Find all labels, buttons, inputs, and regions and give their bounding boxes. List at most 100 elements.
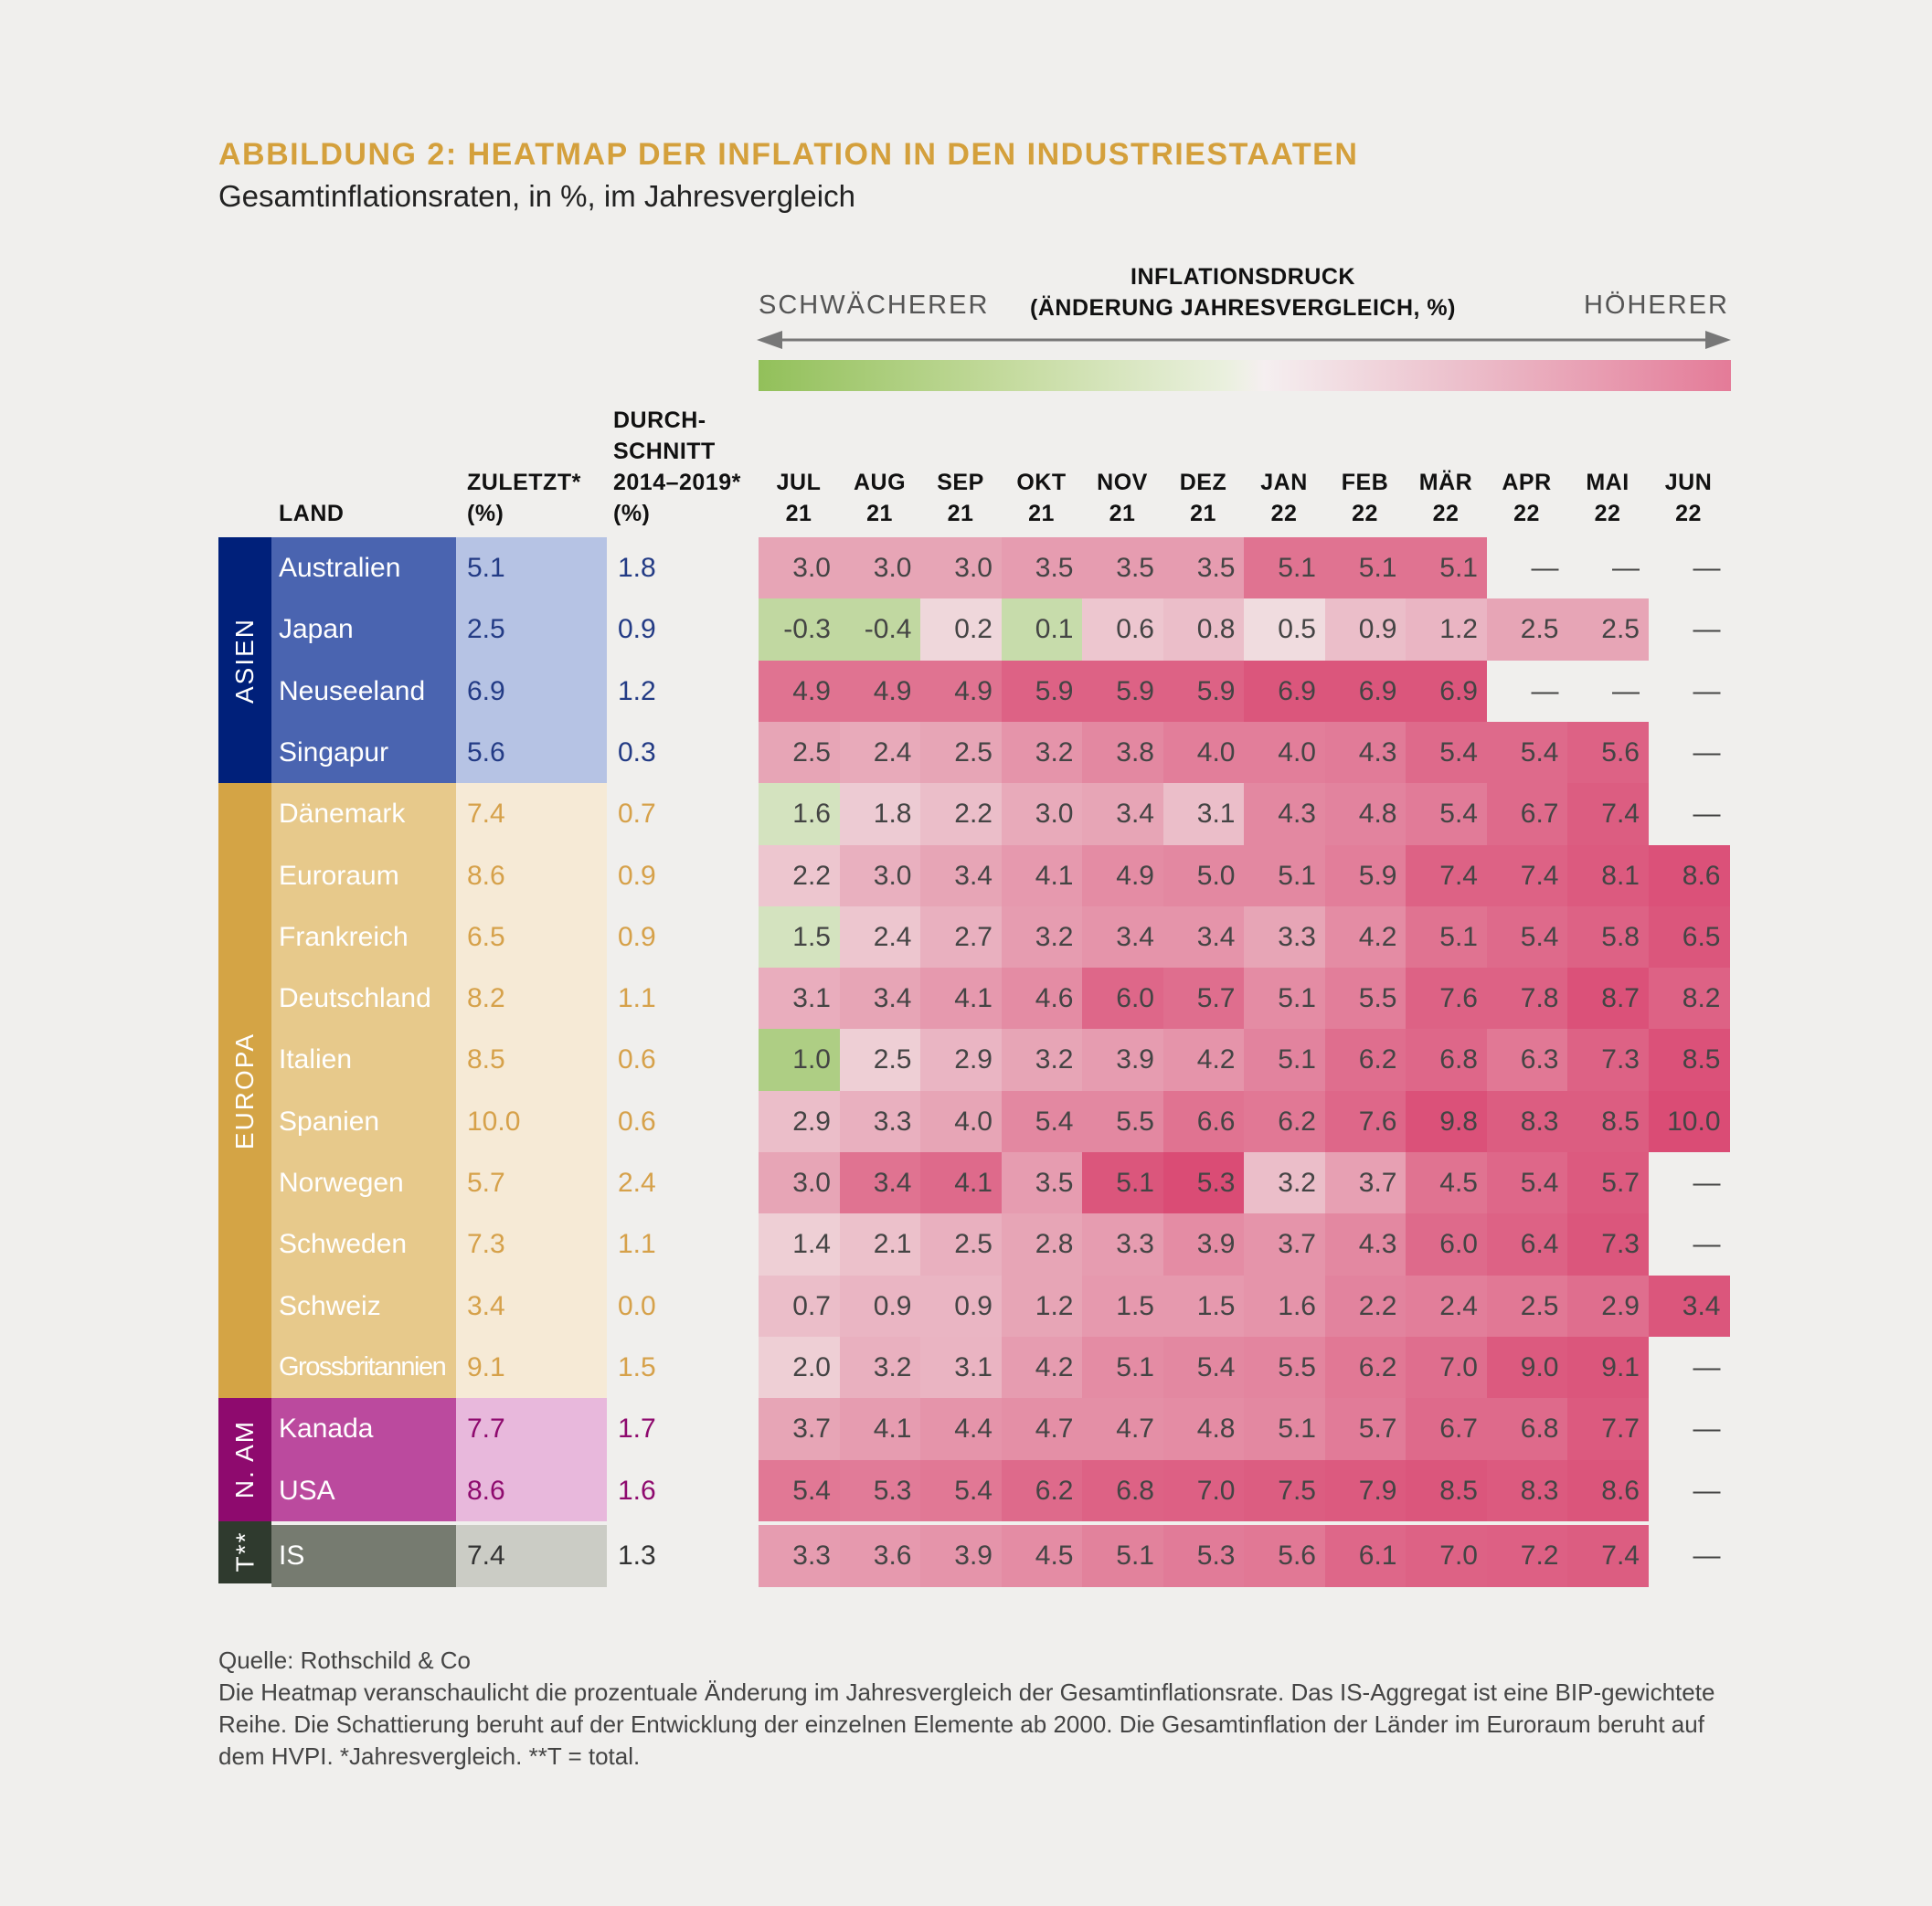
heatmap-cell: 5.1 — [1082, 1336, 1163, 1399]
country-name: Australien — [271, 537, 456, 599]
month-label: SEP — [937, 470, 984, 495]
heatmap-cell: 5.4 — [1162, 1336, 1245, 1399]
heatmap-cell: 3.9 — [920, 1524, 1002, 1587]
heatmap-cell: 3.1 — [920, 1336, 1002, 1399]
month-label: FEB — [1341, 470, 1389, 495]
heatmap-cell: 3.3 — [839, 1090, 921, 1153]
heatmap-cell: 8.7 — [1567, 968, 1649, 1030]
heatmap-cell: 3.2 — [1001, 905, 1083, 969]
heatmap-cell: 5.5 — [1082, 1090, 1163, 1153]
latest-value: 5.6 — [456, 721, 607, 784]
heatmap-cell: 4.9 — [759, 660, 840, 723]
heatmap-cell: 3.9 — [1082, 1029, 1163, 1092]
region-bar — [218, 1398, 271, 1522]
heatmap-cell: 5.4 — [920, 1459, 1002, 1522]
heatmap-cell: 7.6 — [1324, 1090, 1407, 1153]
heatmap-cell: 4.9 — [839, 660, 921, 723]
heatmap-cell: 0.1 — [1001, 598, 1083, 662]
heatmap-cell: 3.2 — [839, 1336, 921, 1399]
year-label: 21 — [785, 501, 812, 526]
column-header-month: AUG 21 — [840, 467, 920, 529]
heatmap-cell: 5.6 — [1244, 1524, 1325, 1587]
heatmap-cell: 5.3 — [839, 1459, 921, 1522]
country-name: Frankreich — [271, 905, 456, 969]
heatmap-cell: 3.4 — [1082, 783, 1163, 845]
heatmap-cell: 6.3 — [1486, 1029, 1568, 1092]
year-label: 21 — [866, 501, 893, 526]
month-label: MAI — [1586, 470, 1629, 495]
heatmap-cell: 2.4 — [839, 905, 921, 969]
heatmap-cell: 3.3 — [759, 1524, 840, 1587]
heatmap-cell: 8.5 — [1648, 1029, 1730, 1092]
average-value: 1.8 — [618, 553, 656, 583]
legend-right-label: HÖHERER — [1583, 291, 1729, 320]
heatmap-cell: 0.2 — [920, 598, 1002, 662]
average-value: 2.4 — [618, 1168, 656, 1198]
heatmap-cell: 8.2 — [1648, 968, 1730, 1030]
heatmap-cell: 0.9 — [839, 1275, 921, 1338]
month-label: NOV — [1097, 470, 1148, 495]
region-name: EUROPA — [230, 1032, 260, 1149]
year-label: 22 — [1675, 501, 1702, 526]
heatmap-cell: 4.1 — [920, 968, 1002, 1030]
month-label: DEZ — [1179, 470, 1227, 495]
heatmap-cell: 2.2 — [759, 844, 840, 907]
legend-title-line2: (ÄNDERUNG JAHRESVERGLEICH, %) — [1030, 295, 1456, 321]
latest-value: 7.7 — [456, 1398, 607, 1460]
heatmap-cell: 1.0 — [759, 1029, 840, 1092]
country-name: Schweden — [271, 1213, 456, 1276]
heatmap-cell: 1.2 — [1001, 1275, 1083, 1338]
heatmap-cell: — — [1693, 799, 1721, 830]
heatmap-cell: 7.4 — [1567, 783, 1649, 845]
heatmap-cell: 5.1 — [1082, 1524, 1163, 1587]
column-header-average-line2: SCHNITT — [613, 439, 716, 464]
latest-value: 7.4 — [456, 783, 607, 845]
heatmap-cell: 3.5 — [1001, 1152, 1083, 1214]
average-value: 0.7 — [618, 799, 656, 830]
heatmap-cell: 0.5 — [1244, 598, 1325, 662]
heatmap-cell: 4.2 — [1324, 905, 1407, 969]
heatmap-cell: 2.1 — [839, 1213, 921, 1276]
heatmap-cell: 5.9 — [1162, 660, 1245, 723]
latest-value: 6.9 — [456, 660, 607, 723]
heatmap-cell: 6.9 — [1244, 660, 1325, 723]
average-value: 1.7 — [618, 1414, 656, 1445]
heatmap-cell: 3.3 — [1244, 905, 1325, 969]
heatmap-cell: 3.0 — [839, 844, 921, 907]
heatmap-cell: 1.5 — [759, 905, 840, 969]
heatmap-cell: 7.8 — [1486, 968, 1568, 1030]
average-value: 0.6 — [618, 1106, 656, 1137]
heatmap-cell: 3.7 — [1324, 1152, 1407, 1214]
year-label: 21 — [1109, 501, 1136, 526]
column-header-month: DEZ 21 — [1163, 467, 1244, 529]
heatmap-cell: — — [1693, 1351, 1721, 1382]
latest-value: 7.4 — [456, 1524, 607, 1587]
heatmap-cell: — — [1693, 675, 1721, 706]
country-name: Japan — [271, 598, 456, 662]
year-label: 22 — [1432, 501, 1460, 526]
country-name: Norwegen — [271, 1152, 456, 1214]
heatmap-cell: 0.8 — [1162, 598, 1245, 662]
average-value: 0.9 — [618, 860, 656, 891]
heatmap-cell: — — [1693, 1414, 1721, 1445]
country-name: Singapur — [271, 721, 456, 784]
chart-subtitle: Gesamtinflationsraten, in %, im Jahresve… — [218, 179, 855, 213]
heatmap-cell: 5.6 — [1567, 721, 1649, 784]
heatmap-cell: 5.7 — [1162, 968, 1245, 1030]
year-label: 22 — [1594, 501, 1621, 526]
heatmap-cell: 9.0 — [1486, 1336, 1568, 1399]
heatmap-cell: 4.0 — [1244, 721, 1325, 784]
country-name: Euroraum — [271, 844, 456, 907]
heatmap-cell: 6.7 — [1406, 1398, 1487, 1460]
heatmap-cell: 4.2 — [1162, 1029, 1245, 1092]
heatmap-cell: 2.9 — [920, 1029, 1002, 1092]
column-header-average: DURCH- SCHNITT 2014–2019* (%) — [613, 405, 741, 529]
column-header-month: JUN 22 — [1649, 467, 1729, 529]
source-note: Quelle: Rothschild & Co — [218, 1647, 472, 1674]
heatmap-cell: 5.1 — [1324, 537, 1407, 599]
column-header-land: LAND — [279, 501, 345, 526]
heatmap-cell: 4.1 — [920, 1152, 1002, 1214]
heatmap-cell: 1.4 — [759, 1213, 840, 1276]
heatmap-cell: 8.5 — [1567, 1090, 1649, 1153]
column-header-month: NOV 21 — [1082, 467, 1162, 529]
